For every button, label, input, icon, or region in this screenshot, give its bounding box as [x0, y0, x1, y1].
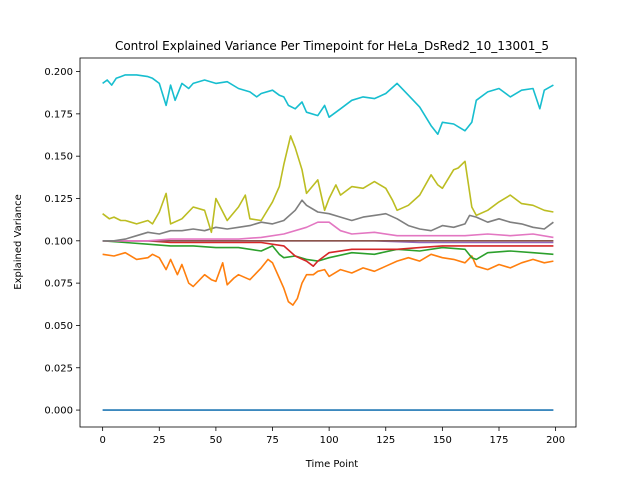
- x-tick-label: 25: [153, 435, 166, 446]
- x-tick-label: 200: [546, 435, 565, 446]
- x-tick-label: 125: [376, 435, 395, 446]
- y-tick-label: 0.100: [44, 236, 73, 247]
- chart-title: Control Explained Variance Per Timepoint…: [115, 39, 549, 53]
- series-lines: [102, 74, 554, 411]
- y-tick-label: 0.050: [44, 321, 73, 332]
- series-line-2: [102, 240, 554, 262]
- x-axis-label: Time Point: [305, 459, 359, 470]
- x-tick-label: 0: [99, 435, 105, 446]
- x-axis-ticks: 0 25 50 75 100 125 150 175 200: [99, 427, 565, 446]
- y-tick-label: 0.075: [44, 279, 73, 290]
- y-tick-label: 0.125: [44, 194, 73, 205]
- x-tick-label: 175: [489, 435, 508, 446]
- y-tick-label: 0.000: [44, 406, 73, 417]
- series-line-7: [102, 199, 554, 242]
- y-tick-label: 0.150: [44, 152, 73, 163]
- y-tick-label: 0.175: [44, 109, 73, 120]
- series-line-9: [102, 74, 554, 135]
- series-line-6: [102, 221, 554, 242]
- series-line-1: [102, 251, 554, 306]
- y-tick-label: 0.025: [44, 363, 73, 374]
- series-line-3: [102, 240, 554, 268]
- plot-area-frame: [79, 57, 577, 428]
- x-tick-label: 100: [320, 435, 339, 446]
- x-tick-label: 50: [210, 435, 223, 446]
- y-axis-label: Explained Variance: [13, 194, 24, 289]
- x-tick-label: 75: [266, 435, 279, 446]
- x-tick-label: 150: [433, 435, 452, 446]
- y-axis-ticks: 0.000 0.025 0.050 0.075 0.100 0.125 0.150 0.175…: [44, 67, 80, 417]
- y-tick-label: 0.200: [44, 67, 73, 78]
- series-line-8: [102, 135, 554, 234]
